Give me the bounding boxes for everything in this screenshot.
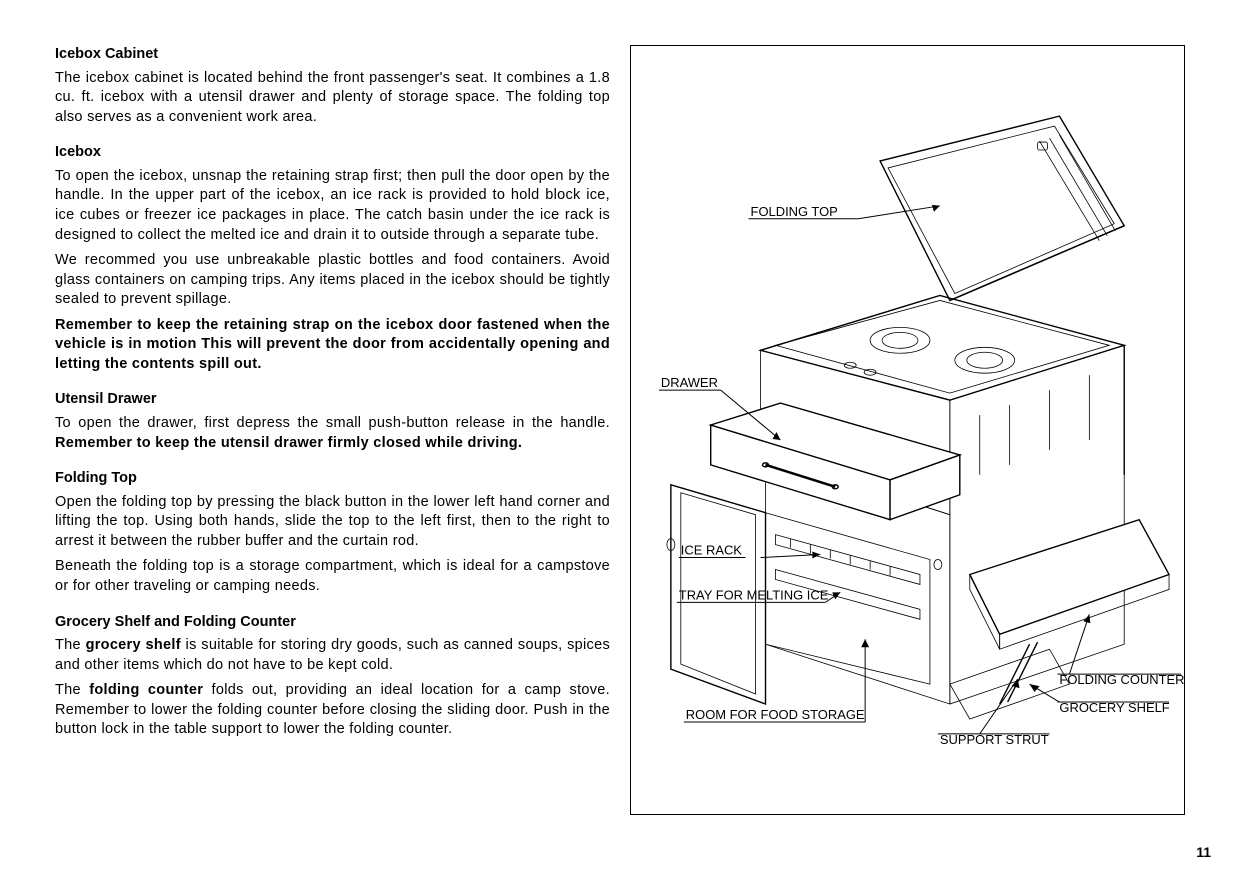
label-folding-top: FOLDING TOP xyxy=(751,204,838,219)
text-span: To open the drawer, first depress the sm… xyxy=(55,415,610,431)
heading-icebox-cabinet: Icebox Cabinet xyxy=(55,45,610,65)
text-column: Icebox Cabinet The icebox cabinet is loc… xyxy=(55,45,610,815)
text-span-bold: Remember to keep the utensil drawer firm… xyxy=(55,435,522,451)
text-span-bold: grocery shelf xyxy=(86,637,181,653)
text-span: The xyxy=(55,637,86,653)
manual-page: Icebox Cabinet The icebox cabinet is loc… xyxy=(0,0,1241,835)
text-span-bold: folding counter xyxy=(89,682,203,698)
label-drawer: DRAWER xyxy=(661,375,718,390)
heading-utensil-drawer: Utensil Drawer xyxy=(55,390,610,410)
para: The icebox cabinet is located behind the… xyxy=(55,69,610,128)
label-room: ROOM FOR FOOD STORAGE xyxy=(686,707,865,722)
page-number: 11 xyxy=(1196,844,1211,860)
figure-column: FOLDING TOP DRAWER ICE RACK TRAY FOR MEL… xyxy=(630,45,1206,815)
icebox-diagram: FOLDING TOP DRAWER ICE RACK TRAY FOR MEL… xyxy=(631,46,1184,814)
para: To open the drawer, first depress the sm… xyxy=(55,414,610,453)
para: The grocery shelf is suitable for storin… xyxy=(55,636,610,675)
para: To open the icebox, unsnap the retaining… xyxy=(55,167,610,245)
text-span: The xyxy=(55,682,89,698)
para: The folding counter folds out, providing… xyxy=(55,681,610,740)
label-ice-rack: ICE RACK xyxy=(681,543,742,558)
para: Beneath the folding top is a storage com… xyxy=(55,557,610,596)
heading-grocery-shelf: Grocery Shelf and Folding Counter xyxy=(55,613,610,633)
heading-folding-top: Folding Top xyxy=(55,469,610,489)
heading-icebox: Icebox xyxy=(55,143,610,163)
para: We recommed you use unbreakable plastic … xyxy=(55,251,610,310)
diagram-frame: FOLDING TOP DRAWER ICE RACK TRAY FOR MEL… xyxy=(630,45,1185,815)
para: Open the folding top by pressing the bla… xyxy=(55,493,610,552)
label-tray: TRAY FOR MELTING ICE xyxy=(679,587,829,602)
para-warning: Remember to keep the retaining strap on … xyxy=(55,316,610,375)
